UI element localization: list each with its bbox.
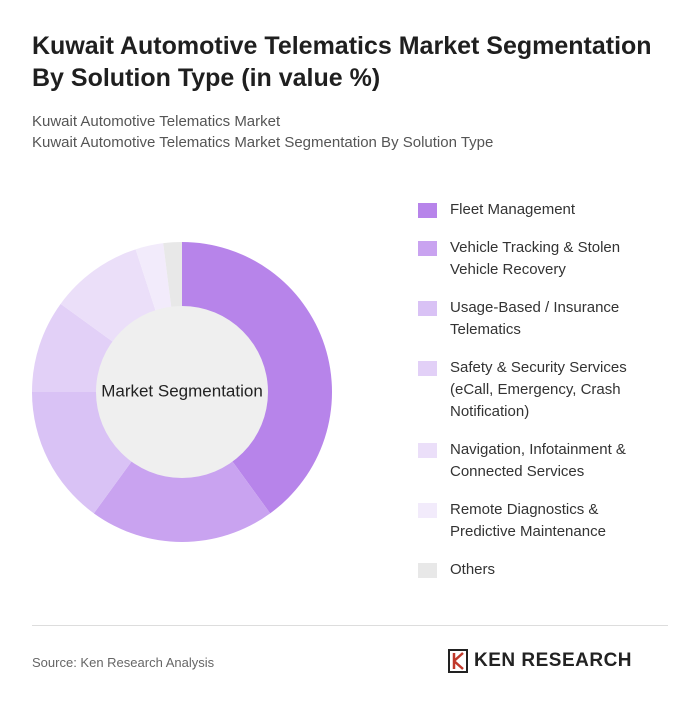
legend-label: Usage-Based / Insurance Telematics [450, 299, 620, 338]
legend-label: Remote Diagnostics & Predictive Maintena… [450, 501, 606, 540]
logo-icon [448, 649, 468, 673]
source: Source: Ken Research Analysis [32, 655, 215, 670]
legend-swatch [418, 203, 437, 218]
legend-swatch [418, 443, 437, 458]
legend-item: Usage-Based / Insurance Telematics [418, 297, 668, 341]
legend-swatch [418, 361, 437, 376]
legend-label: Others [450, 561, 496, 578]
subtitle: Kuwait Automotive Telematics Market [32, 113, 281, 130]
legend-label: Vehicle Tracking & Stolen Vehicle Recove… [450, 239, 621, 278]
legend-swatch [418, 503, 437, 518]
legend: Fleet Management Vehicle Tracking & Stole… [418, 199, 668, 581]
logo-text: KEN RESEARCH [474, 650, 633, 671]
donut-chart: Market Segmentation [32, 242, 332, 542]
subtitle: Kuwait Automotive Telematics Market Segm… [32, 134, 494, 151]
legend-item: Navigation, Infotainment & Connected Ser… [418, 439, 668, 483]
legend-label: Navigation, Infotainment & Connected Ser… [450, 441, 626, 480]
donut-hole [96, 306, 268, 478]
center-label: Market Segmentation [101, 381, 263, 400]
legend-item: Safety & Security Services (eCall, Emerg… [418, 357, 668, 423]
chart-title: Kuwait Automotive Telematics Market Segm… [32, 32, 652, 92]
legend-item: Fleet Management [418, 199, 668, 221]
separator [32, 625, 668, 626]
legend-item: Vehicle Tracking & Stolen Vehicle Recove… [418, 237, 668, 281]
legend-swatch [418, 241, 437, 256]
legend-item: Remote Diagnostics & Predictive Maintena… [418, 499, 668, 543]
legend-item: Others [418, 559, 668, 581]
logo: KEN RESEARCH [448, 649, 632, 673]
legend-swatch [418, 563, 437, 578]
legend-label: Safety & Security Services (eCall, Emerg… [450, 359, 627, 420]
legend-swatch [418, 301, 437, 316]
legend-label: Fleet Management [450, 201, 576, 218]
